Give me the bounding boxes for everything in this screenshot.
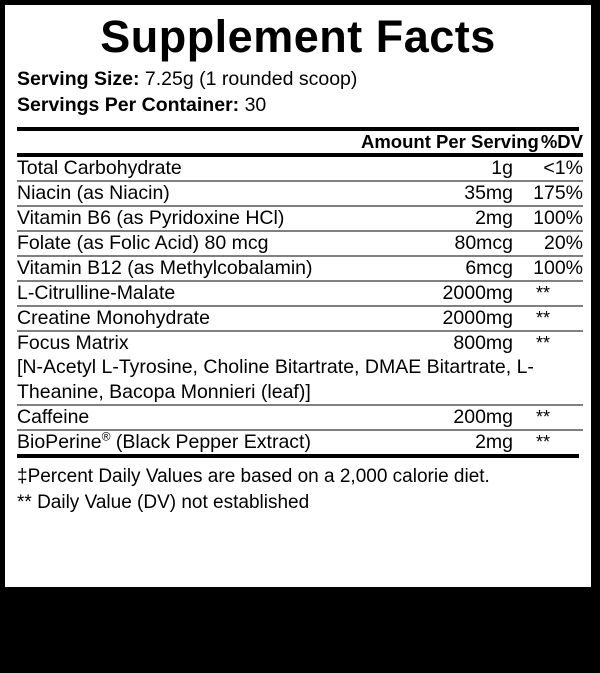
nutrient-amount: 2mg xyxy=(475,431,513,454)
nutrient-dv: 100% xyxy=(533,256,583,279)
row-divider xyxy=(17,229,583,232)
nutrient-amount: 2mg xyxy=(475,206,513,229)
nutrient-name: Focus Matrix xyxy=(17,331,129,354)
nutrient-name-suffix: (Black Pepper Extract) xyxy=(110,431,311,454)
servings-per-container-line: Servings Per Container: 30 xyxy=(17,93,579,118)
nutrient-name: Vitamin B6 (as Pyridoxine HCl) xyxy=(17,206,285,229)
percent-dv-header: %DV xyxy=(540,130,583,152)
nutrient-amount: 2000mg xyxy=(442,306,513,329)
nutrient-dv: ** xyxy=(535,432,550,453)
serving-size-value: 7.25g (1 rounded scoop) xyxy=(144,68,358,90)
nutrient-dv: ** xyxy=(535,407,550,428)
facts-table: Amount Per Serving %DV Total Carbohydrat… xyxy=(17,131,583,455)
nutrient-dv: <1% xyxy=(543,156,583,179)
nutrient-name: Niacin (as Niacin) xyxy=(17,181,170,204)
focus-matrix-ingredients: [N-Acetyl L-Tyrosine, Choline Bitartrate… xyxy=(17,355,534,403)
nutrient-amount: 35mg xyxy=(464,181,513,204)
header-bottom-rule xyxy=(17,152,583,157)
header-top-rule xyxy=(17,126,579,131)
row-divider xyxy=(17,204,583,207)
table-row: Creatine Monohydrate 2000mg ** xyxy=(17,307,583,330)
footnote-daily-values: ‡Percent Daily Values are based on a 2,0… xyxy=(17,466,490,488)
table-row: Total Carbohydrate 1g <1% xyxy=(17,157,583,180)
row-divider xyxy=(17,329,583,332)
nutrient-dv: ** xyxy=(535,332,550,353)
table-row: Caffeine 200mg ** xyxy=(17,406,583,429)
table-row: Folate (as Folic Acid) 80 mcg 80mcg 20% xyxy=(17,232,583,255)
table-row: Focus Matrix 800mg ** xyxy=(17,332,583,355)
footnote-top-rule xyxy=(17,454,579,459)
nutrient-dv: 100% xyxy=(533,206,583,229)
servings-per-container-label: Servings Per Container: xyxy=(17,93,240,116)
serving-size-label: Serving Size: xyxy=(17,68,140,90)
table-row: Vitamin B12 (as Methylcobalamin) 6mcg 10… xyxy=(17,257,583,280)
nutrient-amount: 800mg xyxy=(453,331,513,354)
focus-matrix-ingredients-row: [N-Acetyl L-Tyrosine, Choline Bitartrate… xyxy=(17,355,583,405)
row-divider xyxy=(17,404,583,407)
nutrient-name-base: BioPerine xyxy=(17,431,102,454)
nutrient-dv: 175% xyxy=(533,181,583,204)
nutrient-dv: ** xyxy=(535,282,550,303)
nutrient-amount: 200mg xyxy=(453,406,513,429)
serving-size-line: Serving Size: 7.25g (1 rounded scoop) xyxy=(17,67,579,92)
nutrient-amount: 6mcg xyxy=(465,256,513,279)
nutrient-name: Creatine Monohydrate xyxy=(17,306,210,329)
table-row: BioPerine® (Black Pepper Extract) 2mg ** xyxy=(17,431,583,454)
nutrient-amount: 80mcg xyxy=(454,231,513,254)
table-row: L-Citrulline-Malate 2000mg ** xyxy=(17,282,583,305)
row-divider xyxy=(17,279,583,282)
registered-trademark-icon: ® xyxy=(101,429,111,444)
table-header-row: Amount Per Serving %DV xyxy=(17,131,583,153)
nutrient-name: L-Citrulline-Malate xyxy=(17,281,176,304)
nutrient-amount: 1g xyxy=(491,156,513,179)
nutrient-dv: 20% xyxy=(543,231,583,254)
nutrient-amount: 2000mg xyxy=(442,281,513,304)
nutrient-name: BioPerine® (Black Pepper Extract) xyxy=(17,431,361,454)
row-divider xyxy=(17,179,583,182)
amount-per-serving-header: Amount Per Serving xyxy=(361,130,539,152)
table-row: Niacin (as Niacin) 35mg 175% xyxy=(17,182,583,205)
row-divider xyxy=(17,254,583,257)
nutrient-name: Vitamin B12 (as Methylcobalamin) xyxy=(17,256,313,279)
footnotes: ‡Percent Daily Values are based on a 2,0… xyxy=(17,458,579,515)
servings-per-container-value: 30 xyxy=(244,93,267,116)
table-row: Vitamin B6 (as Pyridoxine HCl) 2mg 100% xyxy=(17,207,583,230)
nutrient-name: Caffeine xyxy=(17,406,90,429)
nutrient-name: Total Carbohydrate xyxy=(17,156,182,179)
row-divider xyxy=(17,304,583,307)
nutrient-dv: ** xyxy=(535,307,550,328)
footnote-dv-not-established: ** Daily Value (DV) not established xyxy=(17,492,310,514)
supplement-facts-label: Supplement Facts Serving Size: 7.25g (1 … xyxy=(3,3,593,589)
page-title: Supplement Facts xyxy=(100,11,496,62)
nutrient-name: Folate (as Folic Acid) 80 mcg xyxy=(17,231,269,254)
row-divider xyxy=(17,429,583,432)
